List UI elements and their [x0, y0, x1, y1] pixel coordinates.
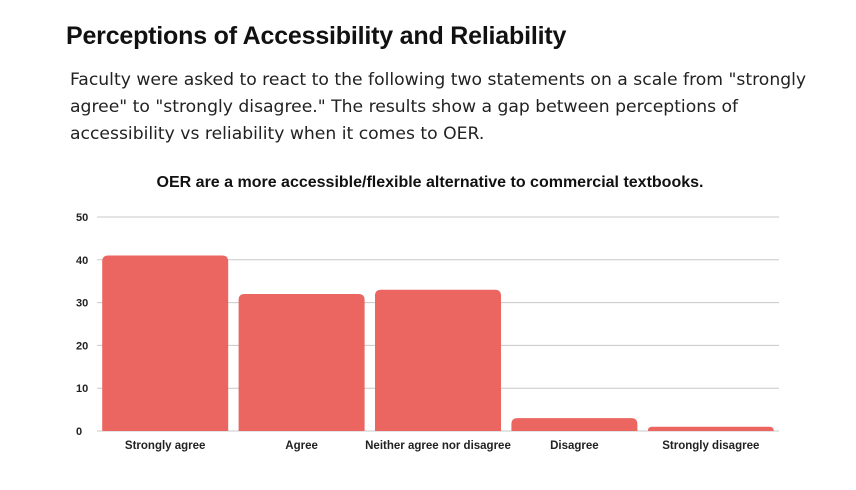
y-tick-label: 50 — [76, 212, 88, 224]
bar-neither-agree-nor-disagree — [375, 289, 501, 431]
x-category-label: Agree — [285, 440, 318, 452]
x-category-label: Neither agree nor disagree — [365, 440, 511, 452]
bar-disagree — [511, 418, 638, 431]
y-tick-label: 30 — [76, 298, 88, 310]
x-category-label: Strongly agree — [125, 440, 206, 452]
bar-strongly-agree — [102, 255, 229, 431]
x-category-label: Strongly disagree — [662, 440, 759, 452]
y-tick-label: 10 — [76, 383, 88, 395]
page-subtitle: Faculty were asked to react to the follo… — [70, 70, 807, 144]
label-layer: 0 10 20 30 40 50 Strongly agree Agree Neither ag… — [76, 212, 759, 452]
y-tick-label: 0 — [76, 426, 82, 438]
y-tick-label: 40 — [76, 255, 88, 267]
chart-title: OER are a more accessible/flexible alter… — [157, 174, 704, 191]
bar-strongly-disagree — [647, 426, 774, 431]
x-category-label: Disagree — [550, 440, 599, 452]
y-tick-label: 20 — [76, 340, 88, 352]
bar-layer — [102, 255, 774, 431]
bar-agree — [238, 294, 365, 431]
page-title: Perceptions of Accessibility and Reliabi… — [66, 22, 567, 50]
